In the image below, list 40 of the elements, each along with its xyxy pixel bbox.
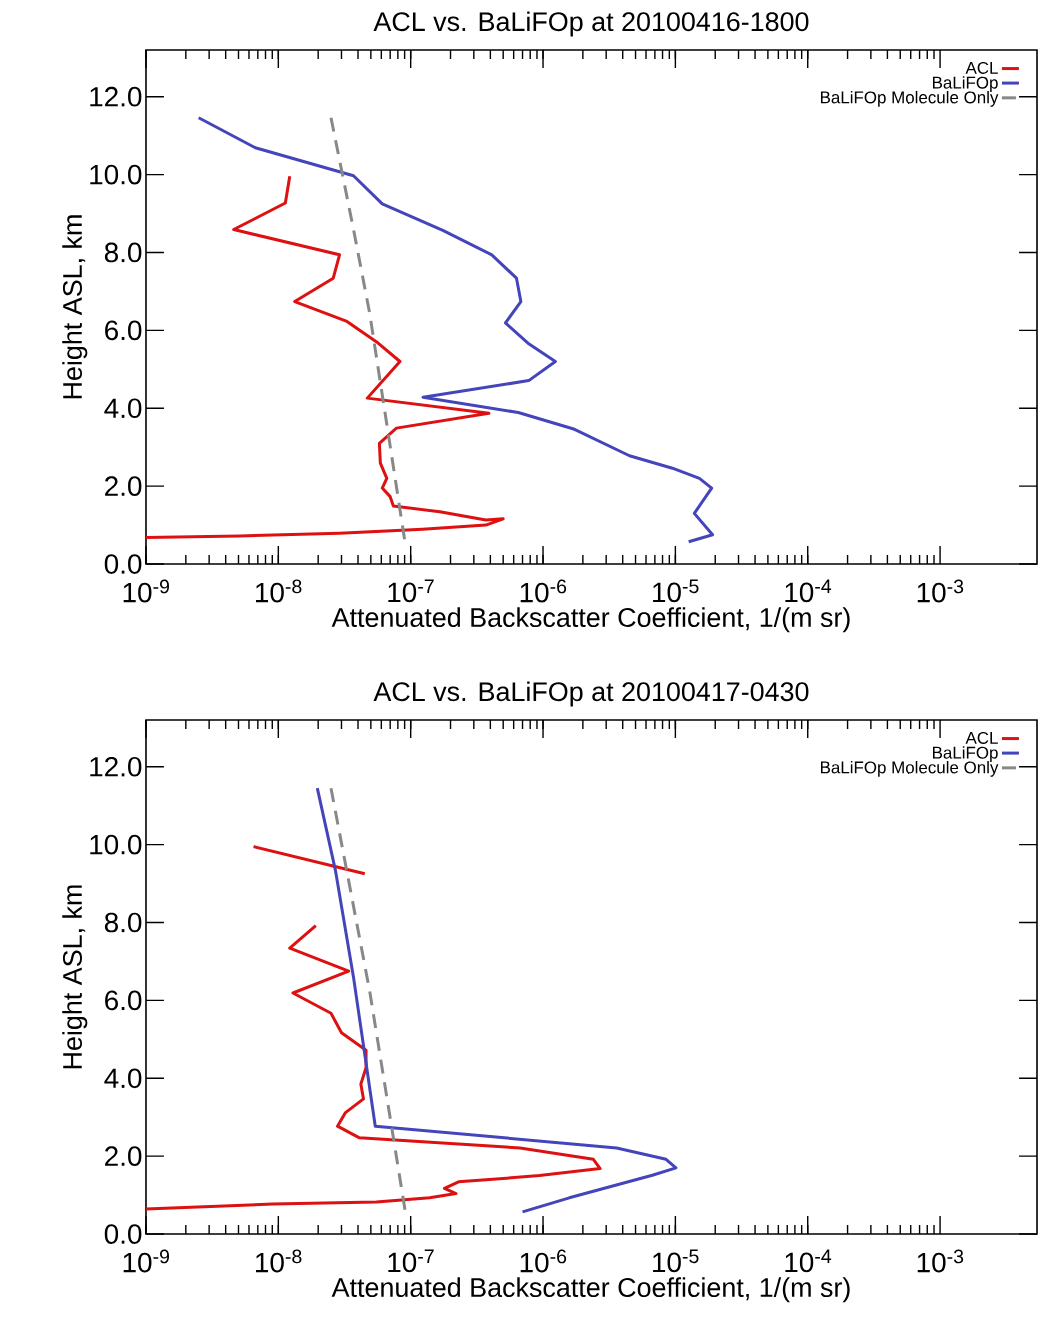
y-tick-label: 0.0 bbox=[104, 554, 142, 574]
x-tick-label: 10$^{-8}$ bbox=[256, 1249, 302, 1273]
legend-label: BaLiFOp Molecule Only bbox=[820, 760, 999, 777]
x-axis-title: Attenuated Backscatter Coefficient, 1/(m sr) bbox=[331, 607, 850, 633]
legend-label: BaLiFOp bbox=[933, 746, 998, 762]
x-tick-label: 10$^{-8}$ bbox=[256, 579, 302, 603]
y-tick-label: 12.0 bbox=[90, 756, 142, 777]
y-tick-label: 8.0 bbox=[104, 242, 142, 263]
y-tick-label: 0.0 bbox=[104, 1224, 142, 1244]
y-tick-label: 2.0 bbox=[105, 476, 142, 496]
chart-title: ACL vs. BaLiFOp at 20100416-1800 bbox=[373, 11, 809, 37]
x-tick-label: 10$^{-6}$ bbox=[520, 579, 567, 603]
y-tick-label: 6.0 bbox=[105, 320, 142, 341]
y-tick-label: 8.0 bbox=[104, 912, 142, 933]
x-tick-label: 10$^{-3}$ bbox=[917, 579, 964, 603]
y-tick-label: 10.0 bbox=[90, 164, 142, 185]
y-tick-label: 12.0 bbox=[90, 86, 142, 107]
x-tick-label: 10$^{-3}$ bbox=[917, 1249, 964, 1273]
legend-label: ACL bbox=[965, 61, 998, 74]
y-tick-label: 6.0 bbox=[105, 990, 142, 1011]
y-tick-label: 10.0 bbox=[90, 834, 142, 855]
y-axis-title: Height ASL, km bbox=[62, 215, 88, 399]
x-tick-label: 10$^{-5}$ bbox=[653, 579, 699, 603]
x-tick-label: 10$^{-7}$ bbox=[388, 1249, 434, 1273]
legend-label: BaLiFOp bbox=[933, 76, 998, 92]
x-tick-label: 10$^{-9}$ bbox=[123, 1249, 170, 1273]
legend-label: BaLiFOp Molecule Only bbox=[820, 90, 999, 107]
x-tick-label: 10$^{-4}$ bbox=[785, 1249, 832, 1273]
x-tick-label: 10$^{-4}$ bbox=[785, 579, 832, 603]
x-tick-label: 10$^{-5}$ bbox=[653, 1249, 699, 1273]
y-tick-label: 2.0 bbox=[105, 1146, 142, 1167]
x-tick-label: 10$^{-6}$ bbox=[520, 1249, 567, 1273]
y-tick-label: 4.0 bbox=[104, 398, 142, 419]
x-tick-label: 10$^{-9}$ bbox=[123, 579, 170, 603]
chart-title: ACL vs. BaLiFOp at 20100417-0430 bbox=[373, 681, 809, 707]
legend-label: ACL bbox=[965, 731, 998, 744]
x-axis-title: Attenuated Backscatter Coefficient, 1/(m sr) bbox=[331, 1277, 850, 1303]
x-tick-label: 10$^{-7}$ bbox=[388, 579, 434, 603]
y-axis-title: Height ASL, km bbox=[62, 885, 88, 1069]
y-tick-label: 4.0 bbox=[104, 1068, 142, 1089]
